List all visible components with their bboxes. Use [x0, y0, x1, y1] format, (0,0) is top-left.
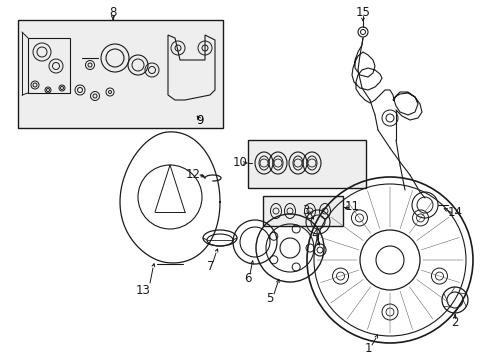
Text: 9: 9: [196, 113, 203, 126]
Bar: [28, 38, 70, 93]
Text: 15: 15: [355, 5, 370, 18]
Bar: [263, 196, 342, 226]
Text: 1: 1: [364, 342, 371, 355]
Text: 6: 6: [244, 271, 251, 284]
Text: 5: 5: [266, 292, 273, 305]
Bar: [247, 140, 365, 188]
Bar: [18, 20, 223, 128]
Text: 2: 2: [450, 315, 458, 328]
Text: 7: 7: [207, 260, 214, 273]
Text: 10: 10: [232, 157, 247, 170]
Text: 12: 12: [185, 168, 200, 181]
Text: 3: 3: [302, 203, 309, 216]
Text: 14: 14: [447, 207, 462, 220]
Text: 11: 11: [344, 201, 359, 213]
Text: 8: 8: [109, 5, 117, 18]
Text: 4: 4: [311, 228, 318, 240]
Text: 13: 13: [135, 284, 150, 297]
